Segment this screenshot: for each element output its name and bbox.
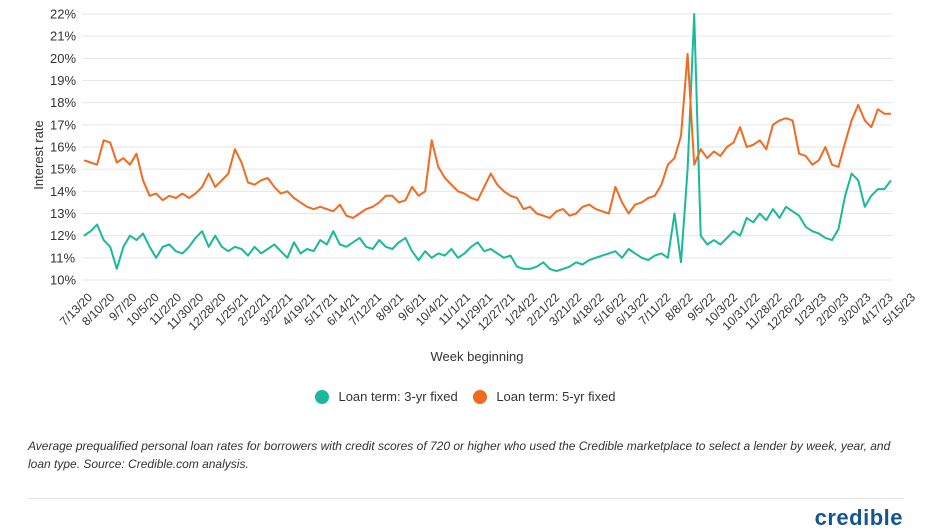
y-axis-ticks: 22% 21% 20% 19% 18% 17% 16% 15% 14% 13% 12% 11% 10% — [50, 7, 76, 288]
gridlines — [82, 13, 893, 281]
y-tick-label: 21% — [50, 29, 76, 44]
series-line-3yr — [83, 13, 892, 273]
y-axis-title: Interest rate — [31, 120, 46, 189]
y-tick-label: 16% — [50, 140, 76, 155]
chart-caption: Average prequalified personal loan rates… — [28, 439, 891, 471]
series-line-5yr — [83, 52, 891, 219]
line-chart: 22%21%20%19%18%17%16%15%14%13%12%11%10% … — [31, 7, 918, 365]
y-tick-label: 10% — [50, 273, 76, 288]
y-tick-label: 11% — [50, 250, 75, 265]
legend-swatch-5yr — [473, 389, 488, 404]
divider — [28, 498, 904, 499]
y-tick-label: 22% — [50, 7, 76, 22]
credible-logo: credible — [814, 505, 903, 530]
y-tick-label: 12% — [50, 228, 76, 243]
legend-item-5yr: Loan term: 5-yr fixed — [473, 389, 616, 404]
x-axis-title: Week beginning — [431, 349, 524, 364]
legend-label-5yr: Loan term: 5-yr fixed — [496, 389, 616, 404]
y-tick-label: 18% — [50, 95, 76, 110]
legend-swatch-3yr — [315, 389, 330, 404]
y-tick-label: 20% — [50, 51, 76, 66]
legend: Loan term: 3-yr fixed Loan term: 5-yr fi… — [0, 389, 931, 407]
y-tick-label: 15% — [50, 162, 76, 177]
series-lines — [83, 13, 892, 273]
y-tick-label: 17% — [50, 117, 76, 132]
legend-item-3yr: Loan term: 3-yr fixed — [315, 389, 458, 404]
y-tick-label: 13% — [50, 206, 76, 221]
legend-label-3yr: Loan term: 3-yr fixed — [338, 389, 458, 404]
x-axis-ticks: 7/13/208/10/209/7/2010/5/2011/2/2011/30/… — [57, 290, 918, 333]
y-tick-label: 19% — [50, 73, 76, 88]
y-tick-label: 14% — [50, 184, 76, 199]
